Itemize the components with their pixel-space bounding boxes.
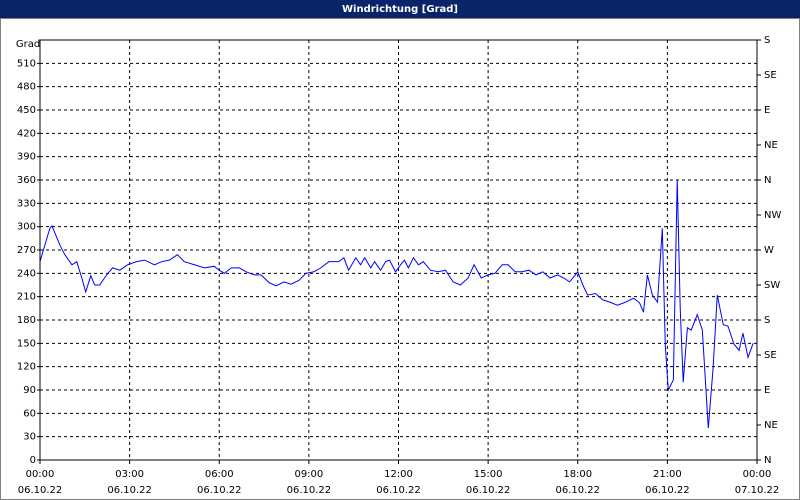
x-tick-date: 06.10.22	[287, 485, 332, 496]
y2-tick-label: E	[764, 385, 770, 396]
y-tick-label: 510	[17, 58, 36, 69]
y-tick-label: 300	[17, 222, 36, 233]
x-tick-date: 06.10.22	[466, 485, 511, 496]
x-tick-label: 18:00	[563, 469, 592, 480]
y-tick-label: 390	[17, 152, 36, 163]
y2-tick-label: NE	[764, 420, 778, 431]
y-tick-label: 30	[23, 432, 36, 443]
y2-tick-label: W	[764, 245, 774, 256]
y-tick-label: 360	[17, 175, 36, 186]
y-tick-label: 330	[17, 198, 36, 209]
y2-tick-label: NW	[764, 210, 781, 221]
window-title: Windrichtung [Grad]	[342, 4, 458, 15]
plot-frame	[39, 39, 758, 461]
y-tick-label: 150	[17, 338, 36, 349]
y2-tick-label: SE	[764, 70, 777, 81]
x-tick-date: 06.10.22	[376, 485, 421, 496]
x-tick-date: 07.10.22	[735, 485, 780, 496]
x-tick-label: 03:00	[115, 469, 144, 480]
y-tick-label: 450	[17, 105, 36, 116]
y2-tick-label: N	[764, 455, 771, 466]
x-tick-label: 06:00	[205, 469, 234, 480]
y-tick-label: 180	[17, 315, 36, 326]
y2-tick-label: S	[764, 35, 770, 46]
y-tick-label: 420	[17, 128, 36, 139]
x-tick-label: 12:00	[384, 469, 413, 480]
x-tick-label: 15:00	[474, 469, 503, 480]
y2-tick-label: S	[764, 315, 770, 326]
y2-tick-label: SW	[764, 280, 780, 291]
y-tick-label: 480	[17, 82, 36, 93]
x-tick-label: 09:00	[294, 469, 323, 480]
x-tick-label: 00:00	[26, 469, 55, 480]
y-tick-label: 210	[17, 292, 36, 303]
title-bar	[0, 0, 800, 18]
x-tick-date: 06.10.22	[107, 485, 152, 496]
y2-tick-label: N	[764, 175, 771, 186]
data-line	[39, 179, 754, 429]
x-tick-label: 21:00	[653, 469, 682, 480]
x-tick-date: 06.10.22	[645, 485, 690, 496]
y-tick-label: 120	[17, 362, 36, 373]
x-tick-date: 06.10.22	[555, 485, 600, 496]
y-tick-label: 240	[17, 268, 36, 279]
y2-tick-label: E	[764, 105, 770, 116]
y-tick-label: 0	[30, 455, 36, 466]
y-axis-label: Grad	[16, 39, 40, 50]
x-tick-date: 06.10.22	[197, 485, 242, 496]
y2-tick-label: SE	[764, 350, 777, 361]
y2-tick-label: NE	[764, 140, 778, 151]
x-tick-date: 06.10.22	[18, 485, 63, 496]
y-tick-label: 270	[17, 245, 36, 256]
y-tick-label: 90	[23, 385, 36, 396]
x-tick-label: 00:00	[743, 469, 772, 480]
y-tick-label: 60	[23, 408, 36, 419]
